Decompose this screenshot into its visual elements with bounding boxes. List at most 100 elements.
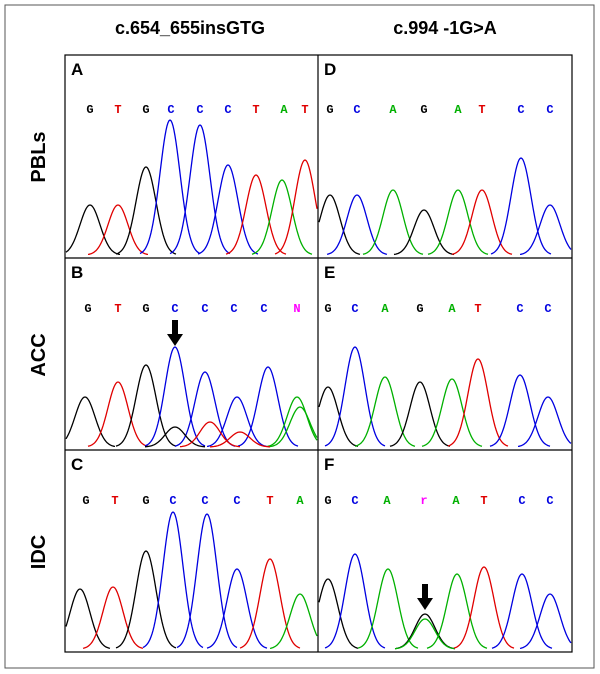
arrow — [167, 320, 183, 346]
base-call: C — [517, 103, 524, 117]
base-call: C — [260, 302, 267, 316]
base-call: C — [518, 494, 525, 508]
base-call: A — [454, 103, 462, 117]
trace-peak — [421, 378, 483, 447]
base-call: C — [201, 302, 208, 316]
base-call: T — [266, 494, 273, 508]
trace-peak — [87, 204, 149, 256]
trace-peak — [453, 566, 515, 649]
trace-peak — [318, 194, 361, 255]
trace-peak — [210, 431, 270, 448]
row-label: ACC — [28, 333, 50, 376]
base-call: G — [142, 103, 149, 117]
trace-peak — [65, 396, 116, 448]
base-call: A — [389, 103, 397, 117]
base-call: A — [448, 302, 456, 316]
base-call: C — [544, 302, 551, 316]
trace-peak — [65, 588, 111, 649]
trace-peak — [394, 618, 456, 650]
arrow — [417, 584, 433, 610]
base-call: T — [111, 494, 118, 508]
trace-peak — [426, 573, 488, 649]
trace-peak — [269, 593, 318, 650]
panel-label: E — [324, 263, 335, 282]
trace-peak — [82, 586, 144, 649]
trace-peak — [197, 164, 259, 255]
base-call: C — [351, 302, 358, 316]
base-call: C — [351, 494, 358, 508]
base-call: G — [326, 103, 333, 117]
trace-peak — [326, 194, 388, 255]
base-call: C — [233, 494, 240, 508]
trace-peak — [65, 204, 121, 256]
trace-peak — [266, 396, 318, 448]
base-call: C — [353, 103, 360, 117]
row-label: IDC — [28, 535, 50, 569]
trace-peak — [87, 381, 149, 447]
trace-peak — [142, 511, 204, 649]
base-call: A — [452, 494, 460, 508]
trace-peak — [115, 166, 177, 255]
base-call: G — [416, 302, 423, 316]
trace-peak — [489, 374, 551, 447]
trace-peak — [174, 371, 236, 447]
base-call: T — [114, 103, 121, 117]
trace-peak — [324, 553, 386, 649]
trace-peak — [517, 396, 572, 448]
base-call: T — [480, 494, 487, 508]
trace-peak — [357, 568, 419, 649]
base-call: T — [474, 302, 481, 316]
trace-peak — [144, 346, 206, 447]
base-call: T — [114, 302, 121, 316]
panel-label: D — [324, 60, 336, 79]
trace-peak — [324, 346, 386, 447]
trace-peak — [239, 558, 301, 649]
trace-peak — [451, 189, 513, 255]
trace-peak — [519, 204, 572, 256]
base-call: C — [230, 302, 237, 316]
trace-peak — [274, 159, 318, 255]
base-call: T — [301, 103, 308, 117]
base-call: C — [201, 494, 208, 508]
base-call: C — [169, 494, 176, 508]
base-call: C — [546, 103, 553, 117]
trace-peak — [206, 396, 268, 448]
column-header: c.994 -1G>A — [393, 18, 497, 38]
trace-peak — [318, 386, 359, 447]
base-call: G — [82, 494, 89, 508]
panel-label: C — [71, 455, 83, 474]
trace-peak — [354, 376, 416, 447]
base-call: N — [293, 302, 300, 316]
trace-peak — [519, 593, 572, 650]
base-call: A — [381, 302, 389, 316]
trace-peak — [490, 157, 552, 255]
base-call: C — [516, 302, 523, 316]
base-call: G — [420, 103, 427, 117]
trace-peak — [115, 550, 177, 649]
base-call: G — [324, 302, 331, 316]
base-call: G — [86, 103, 93, 117]
trace-peak — [115, 364, 177, 447]
trace-peak — [427, 189, 489, 255]
base-call: G — [142, 494, 149, 508]
trace-peak — [237, 366, 299, 447]
trace-peak — [393, 209, 455, 256]
panel-label: F — [324, 455, 334, 474]
base-call: G — [142, 302, 149, 316]
base-call: T — [478, 103, 485, 117]
base-call: C — [196, 103, 203, 117]
trace-peak — [179, 421, 241, 448]
trace-peak — [176, 513, 238, 649]
base-call: C — [224, 103, 231, 117]
trace-peak — [206, 568, 268, 649]
trace-peak — [139, 119, 201, 255]
trace-peak — [362, 189, 424, 255]
trace-peak — [389, 381, 451, 447]
base-call: C — [171, 302, 178, 316]
column-header: c.654_655insGTG — [115, 18, 265, 38]
base-call: A — [383, 494, 391, 508]
base-call: A — [280, 103, 288, 117]
outer-border — [4, 4, 595, 669]
base-call: r — [420, 494, 427, 508]
